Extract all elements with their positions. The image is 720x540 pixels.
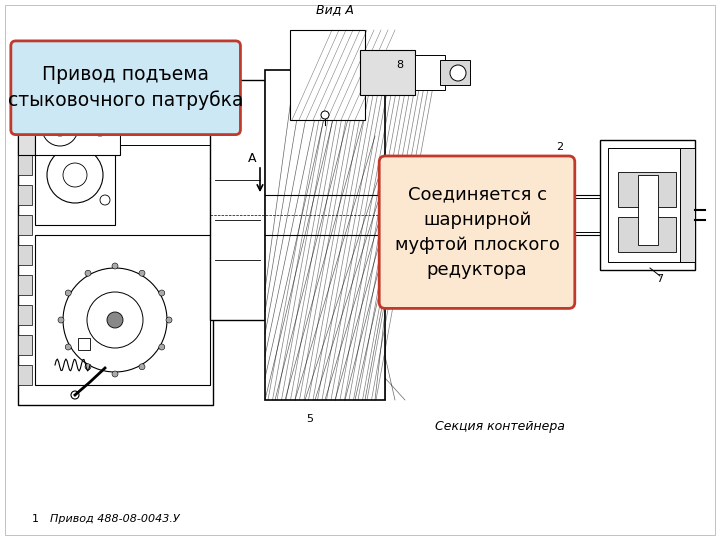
Bar (18, 125, 32, 145)
Bar (18, 305, 32, 325)
Bar (35, 125, 115, 225)
Bar (570, 198, 600, 232)
Bar (385, 185, 425, 245)
Circle shape (159, 290, 165, 296)
Bar (18, 100, 35, 155)
Circle shape (112, 371, 118, 377)
Text: А: А (248, 152, 256, 165)
Bar (440, 60, 470, 85)
Bar (265, 70, 385, 400)
Bar (618, 172, 676, 207)
FancyBboxPatch shape (379, 156, 575, 308)
Bar (425, 188, 455, 242)
Circle shape (321, 111, 329, 119)
Bar (78, 338, 90, 350)
Bar (18, 215, 32, 235)
Bar (600, 140, 695, 270)
Circle shape (107, 312, 123, 328)
Text: 4: 4 (516, 250, 523, 260)
Text: 2: 2 (557, 142, 564, 152)
Bar (638, 175, 658, 245)
Circle shape (66, 290, 71, 296)
Bar (18, 365, 32, 385)
Circle shape (450, 65, 466, 81)
Bar (480, 195, 535, 235)
Circle shape (166, 317, 172, 323)
FancyBboxPatch shape (11, 41, 240, 134)
Bar (385, 230, 425, 240)
Circle shape (139, 270, 145, 276)
Circle shape (139, 364, 145, 370)
Circle shape (87, 292, 143, 348)
Bar (18, 275, 32, 295)
Circle shape (52, 120, 68, 136)
Bar (18, 95, 32, 115)
Bar (210, 80, 265, 320)
Bar (18, 185, 32, 205)
Bar (415, 55, 445, 90)
Circle shape (66, 344, 71, 350)
Circle shape (159, 344, 165, 350)
Circle shape (47, 147, 103, 203)
Text: Вид А: Вид А (316, 3, 354, 16)
Bar (35, 235, 210, 385)
Text: 6: 6 (24, 62, 32, 72)
Text: Привод подъема
стыковочного патрубка: Привод подъема стыковочного патрубка (8, 65, 243, 110)
Bar (360, 50, 415, 95)
Text: 1: 1 (32, 514, 39, 524)
Circle shape (92, 120, 108, 136)
Circle shape (85, 270, 91, 276)
Text: Привод 488-08-0043.У: Привод 488-08-0043.У (50, 514, 179, 524)
Circle shape (112, 263, 118, 269)
Circle shape (63, 268, 167, 372)
Circle shape (85, 364, 91, 370)
Text: 7: 7 (657, 274, 664, 284)
Bar (35, 100, 120, 155)
Circle shape (100, 195, 110, 205)
Bar (618, 217, 676, 252)
Bar (385, 195, 425, 205)
Text: Секция контейнера: Секция контейнера (435, 420, 565, 433)
Bar (18, 245, 32, 265)
Text: 5: 5 (307, 414, 313, 424)
Bar (120, 110, 210, 145)
Circle shape (63, 163, 87, 187)
Bar (18, 155, 32, 175)
Bar (455, 192, 480, 238)
Circle shape (42, 110, 78, 146)
Bar (18, 335, 32, 355)
Bar (535, 198, 570, 232)
Circle shape (58, 317, 64, 323)
Text: Соединяется с
шарнирной
муфтой плоского
редуктора: Соединяется с шарнирной муфтой плоского … (395, 186, 559, 279)
Bar (290, 30, 365, 120)
Text: 8: 8 (397, 60, 404, 70)
Bar (608, 148, 686, 262)
Circle shape (71, 391, 79, 399)
Bar (18, 85, 213, 405)
Text: 3: 3 (232, 64, 238, 74)
Bar (680, 148, 695, 262)
